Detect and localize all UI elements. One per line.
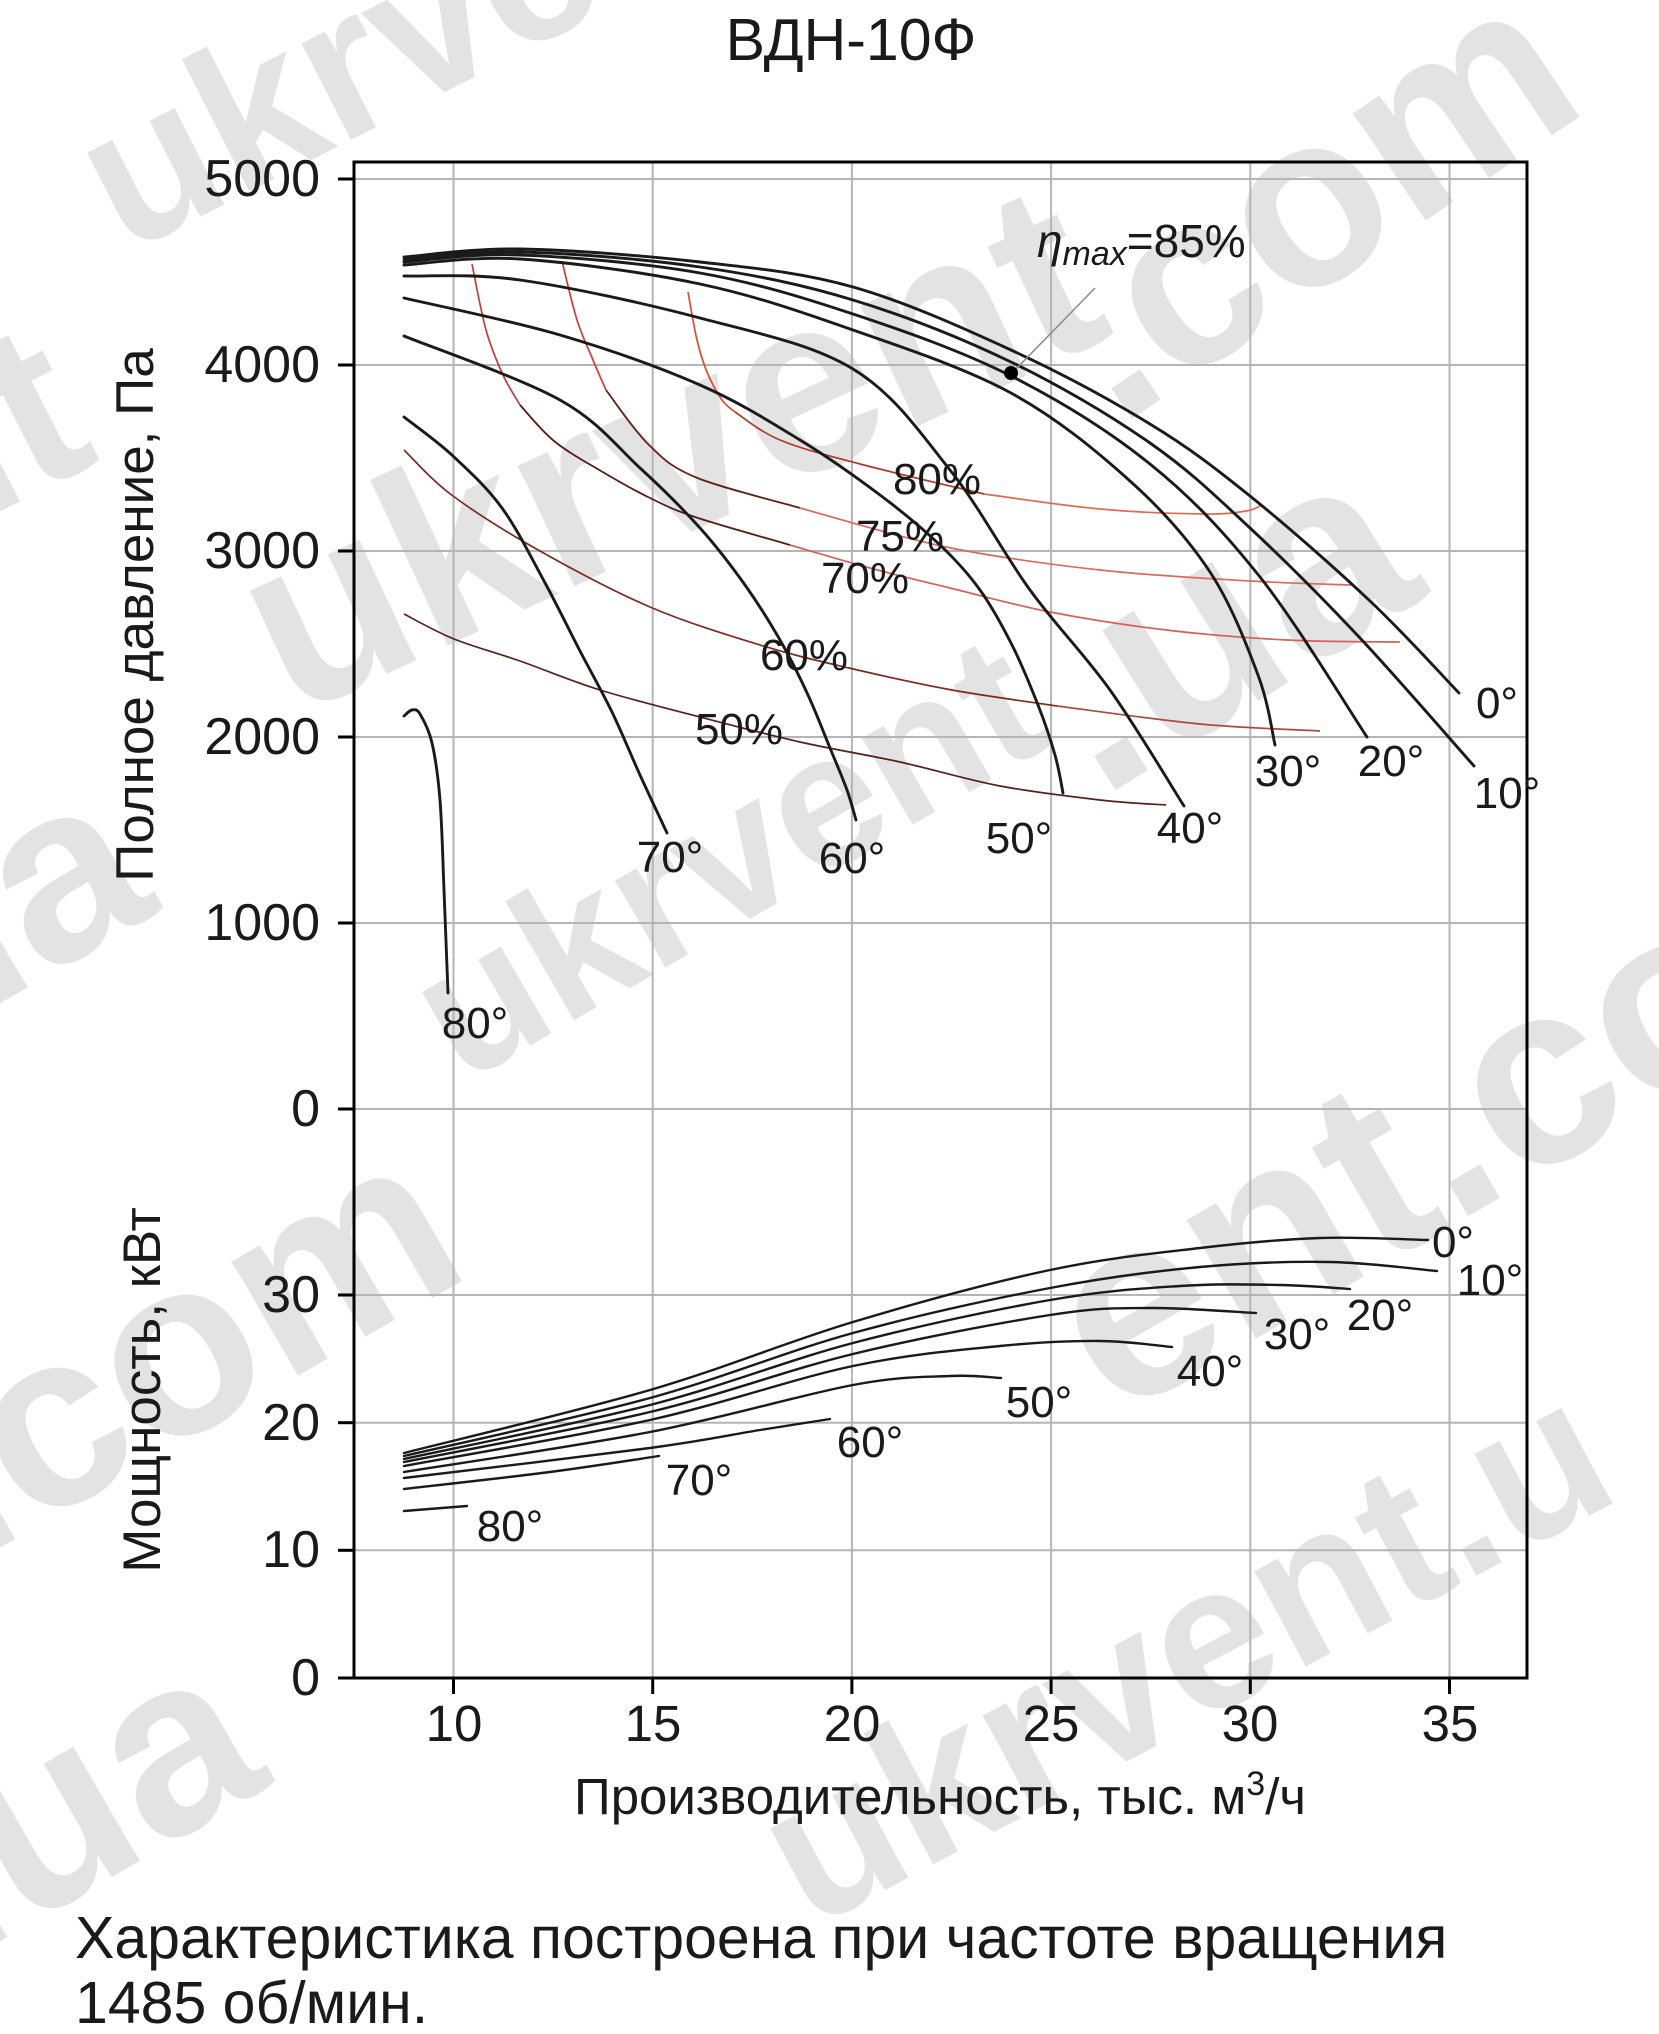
- svg-text:60%: 60%: [760, 631, 848, 680]
- svg-text:40°: 40°: [1177, 1347, 1244, 1396]
- svg-text:10: 10: [262, 1521, 320, 1579]
- svg-text:30°: 30°: [1264, 1310, 1331, 1359]
- svg-text:10: 10: [426, 1695, 483, 1752]
- svg-text:15: 15: [625, 1695, 682, 1752]
- svg-text:80°: 80°: [442, 999, 509, 1048]
- svg-text:3000: 3000: [204, 522, 320, 580]
- svg-text:50°: 50°: [986, 814, 1053, 863]
- svg-text:20: 20: [262, 1394, 320, 1452]
- svg-text:4000: 4000: [204, 336, 320, 394]
- svg-text:Производительность, тыс. м3/ч: Производительность, тыс. м3/ч: [574, 1765, 1306, 1825]
- svg-text:30: 30: [262, 1266, 320, 1324]
- svg-text:1485 об/мин.: 1485 об/мин.: [75, 1970, 428, 2034]
- svg-text:10°: 10°: [1457, 1256, 1524, 1305]
- svg-text:70°: 70°: [637, 833, 704, 882]
- svg-text:1000: 1000: [204, 894, 320, 952]
- svg-text:ηmax=85%: ηmax=85%: [1037, 215, 1246, 273]
- svg-text:Характеристика построена при ч: Характеристика построена при частоте вра…: [75, 1905, 1447, 1971]
- svg-text:2000: 2000: [204, 708, 320, 766]
- svg-text:30°: 30°: [1255, 747, 1322, 796]
- svg-text:0: 0: [291, 1080, 320, 1138]
- svg-text:35: 35: [1422, 1695, 1479, 1752]
- svg-text:5000: 5000: [204, 150, 320, 208]
- svg-text:Мощность, кВт: Мощность, кВт: [113, 1207, 172, 1572]
- svg-text:30: 30: [1222, 1695, 1279, 1752]
- svg-text:80°: 80°: [477, 1502, 544, 1551]
- svg-text:50%: 50%: [695, 705, 783, 754]
- svg-text:20: 20: [824, 1695, 881, 1752]
- svg-text:0°: 0°: [1476, 679, 1518, 728]
- svg-text:20°: 20°: [1358, 737, 1425, 786]
- svg-text:60°: 60°: [837, 1418, 904, 1467]
- svg-text:70%: 70%: [821, 554, 909, 603]
- svg-text:10°: 10°: [1474, 769, 1541, 818]
- svg-text:0°: 0°: [1432, 1218, 1474, 1267]
- svg-text:Полное давление, Па: Полное давление, Па: [106, 348, 165, 882]
- svg-text:70°: 70°: [666, 1456, 733, 1505]
- svg-text:80%: 80%: [893, 455, 981, 504]
- svg-text:0: 0: [291, 1649, 320, 1707]
- svg-text:40°: 40°: [1157, 804, 1224, 853]
- svg-text:75%: 75%: [856, 512, 944, 561]
- svg-text:60°: 60°: [819, 834, 886, 883]
- svg-text:25: 25: [1023, 1695, 1080, 1752]
- svg-text:50°: 50°: [1006, 1378, 1073, 1427]
- svg-text:ВДН-10Ф: ВДН-10Ф: [726, 7, 977, 73]
- svg-text:20°: 20°: [1347, 1291, 1414, 1340]
